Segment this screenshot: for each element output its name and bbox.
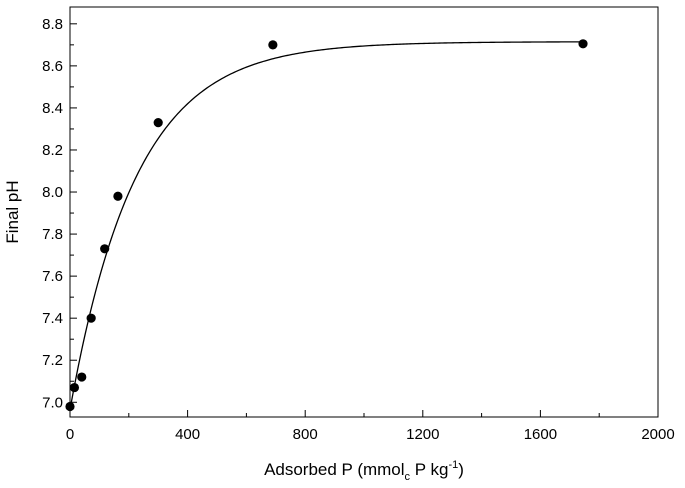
x-tick-label: 800 [293, 426, 318, 443]
data-point [65, 401, 75, 412]
x-axis-title-superscript: -1 [448, 459, 458, 471]
y-tick-label: 8.6 [42, 58, 63, 75]
y-tick-label: 7.6 [42, 268, 63, 285]
fit-curve-layer [69, 41, 584, 410]
plot-frame [69, 6, 659, 418]
fit-curve [69, 41, 584, 410]
x-axis-ticks: 0 400 800 1200 1600 2000 [66, 410, 675, 443]
y-axis-title: Final pH [3, 180, 22, 243]
data-point [153, 118, 163, 128]
x-tick-label: 1600 [524, 426, 557, 443]
x-axis-title-end: ) [458, 460, 464, 479]
data-points-layer [65, 39, 588, 412]
data-point [69, 382, 80, 393]
x-axis-title-middle: P kg [410, 460, 448, 479]
x-tick-label: 1200 [406, 426, 439, 443]
y-tick-label: 7.8 [42, 226, 63, 243]
y-tick-label: 7.0 [42, 394, 63, 411]
y-tick-label: 8.4 [42, 100, 63, 117]
y-tick-label: 8.8 [42, 16, 63, 33]
data-point [100, 244, 110, 254]
y-tick-label: 8.0 [42, 184, 63, 201]
y-tick-label: 7.2 [42, 352, 63, 369]
x-tick-label: 2000 [641, 426, 674, 443]
y-tick-label: 8.2 [42, 142, 63, 159]
x-tick-label: 400 [175, 426, 200, 443]
y-tick-label: 7.4 [42, 310, 63, 327]
data-point [578, 39, 588, 49]
data-point [113, 191, 123, 201]
x-axis-title-main: Adsorbed P (mmol [264, 460, 404, 479]
data-point [77, 372, 87, 382]
x-tick-label: 0 [66, 426, 74, 443]
y-axis-ticks: 7.0 7.2 7.4 7.6 7.8 8.0 8.2 8.4 8.6 8.8 [42, 16, 77, 411]
data-point [268, 40, 278, 50]
x-axis-title: Adsorbed P (mmolc P kg-1) [264, 459, 464, 483]
data-point [86, 313, 96, 323]
x-axis-title-subscript: c [405, 471, 411, 483]
